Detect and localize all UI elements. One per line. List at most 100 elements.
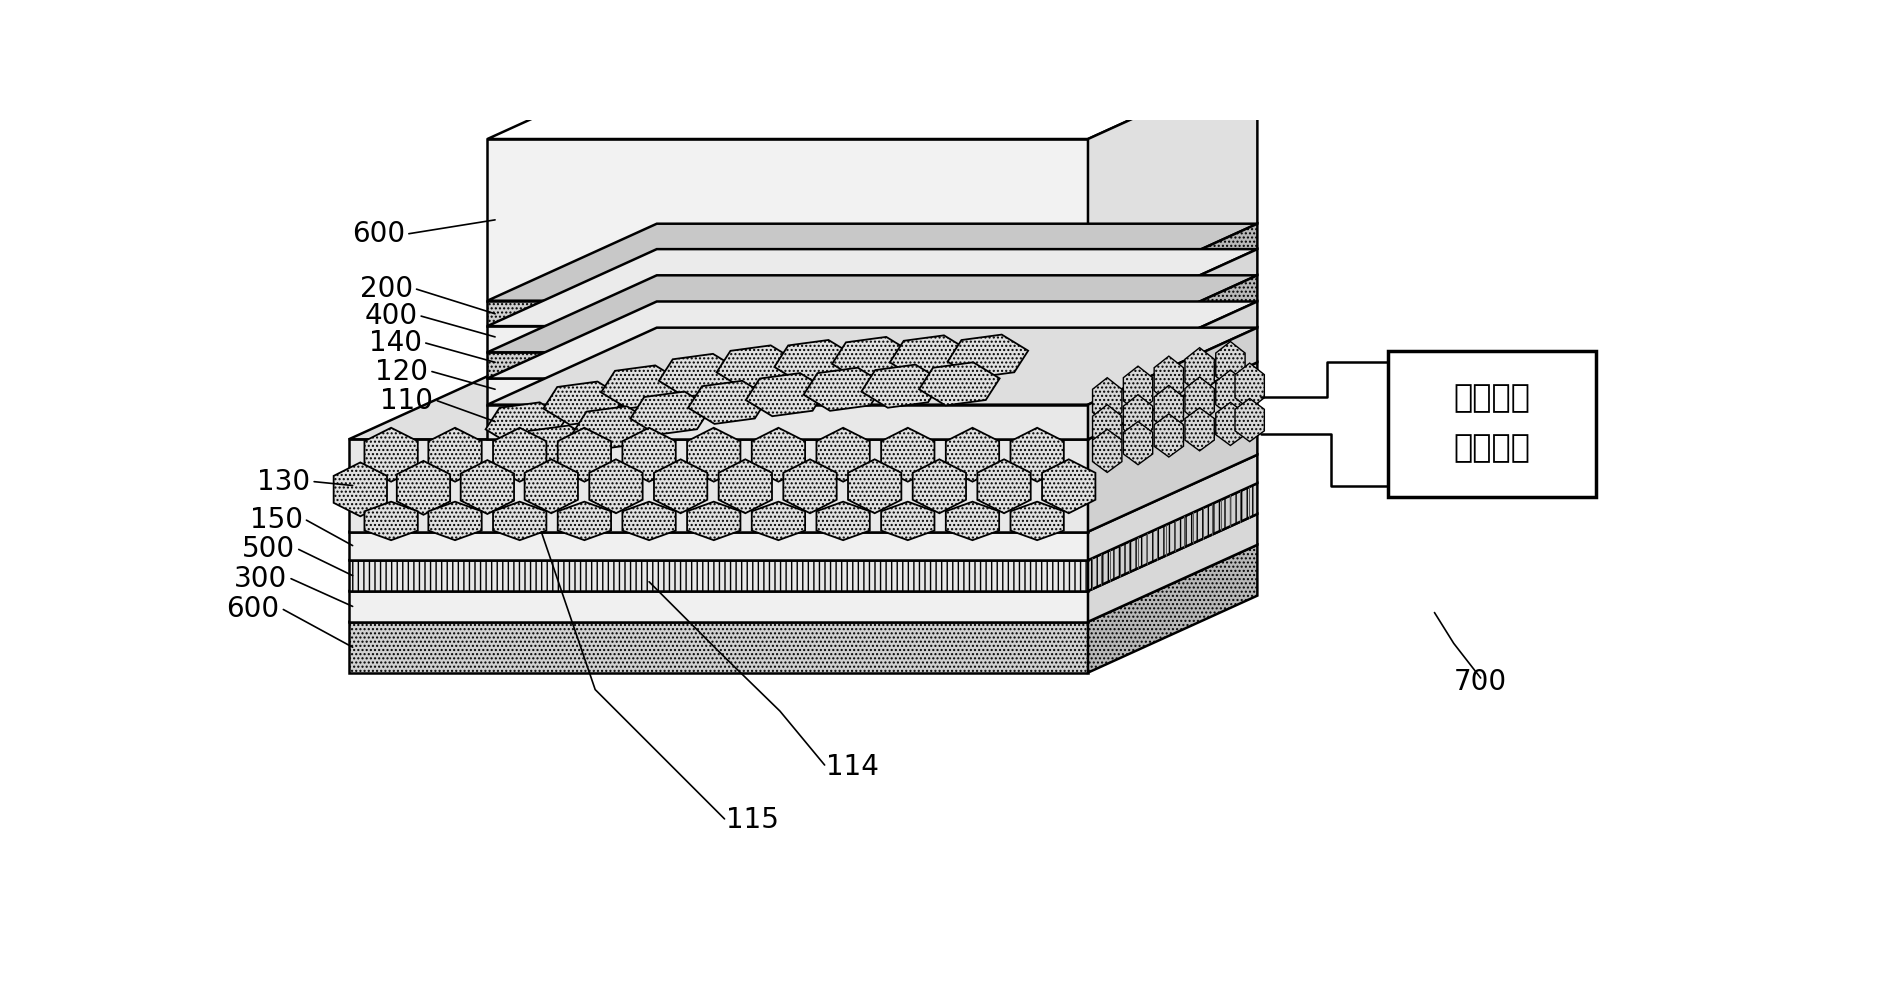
Polygon shape bbox=[803, 367, 884, 411]
Polygon shape bbox=[880, 502, 933, 540]
Polygon shape bbox=[589, 459, 642, 513]
Polygon shape bbox=[1154, 385, 1183, 431]
Polygon shape bbox=[654, 459, 706, 513]
Text: 120: 120 bbox=[374, 357, 427, 385]
Polygon shape bbox=[1088, 224, 1256, 326]
Polygon shape bbox=[752, 428, 805, 482]
Text: 140: 140 bbox=[368, 329, 421, 357]
Polygon shape bbox=[349, 622, 1088, 673]
Polygon shape bbox=[487, 301, 1256, 378]
Polygon shape bbox=[601, 365, 682, 408]
Polygon shape bbox=[349, 439, 1088, 532]
Polygon shape bbox=[946, 334, 1028, 377]
Polygon shape bbox=[365, 502, 417, 540]
Polygon shape bbox=[1184, 347, 1213, 394]
Text: 115: 115 bbox=[725, 806, 778, 834]
Text: 114: 114 bbox=[825, 752, 878, 780]
Text: 110: 110 bbox=[380, 387, 433, 415]
Polygon shape bbox=[1011, 502, 1064, 540]
Polygon shape bbox=[816, 428, 869, 482]
Polygon shape bbox=[365, 428, 417, 482]
Polygon shape bbox=[572, 406, 654, 449]
Polygon shape bbox=[1088, 545, 1256, 673]
Polygon shape bbox=[918, 362, 999, 405]
Polygon shape bbox=[1011, 428, 1064, 482]
Polygon shape bbox=[349, 545, 1256, 622]
Polygon shape bbox=[1092, 429, 1122, 472]
Polygon shape bbox=[718, 459, 771, 513]
Polygon shape bbox=[349, 560, 1088, 591]
Polygon shape bbox=[349, 455, 1256, 532]
Polygon shape bbox=[1184, 408, 1213, 451]
Text: 150: 150 bbox=[249, 506, 302, 534]
Polygon shape bbox=[487, 352, 1088, 378]
Polygon shape bbox=[334, 462, 387, 516]
Polygon shape bbox=[1092, 404, 1122, 451]
Polygon shape bbox=[1234, 398, 1264, 442]
Text: 130: 130 bbox=[257, 468, 310, 496]
Polygon shape bbox=[1154, 356, 1183, 402]
Polygon shape bbox=[487, 378, 1088, 404]
Polygon shape bbox=[861, 364, 941, 408]
Polygon shape bbox=[890, 335, 969, 378]
Polygon shape bbox=[746, 373, 825, 416]
Polygon shape bbox=[1088, 275, 1256, 378]
Polygon shape bbox=[1088, 455, 1256, 560]
Polygon shape bbox=[1088, 514, 1256, 622]
Text: 700: 700 bbox=[1453, 668, 1506, 696]
Polygon shape bbox=[659, 354, 739, 397]
Polygon shape bbox=[493, 502, 546, 540]
Polygon shape bbox=[944, 428, 999, 482]
Polygon shape bbox=[1088, 62, 1256, 300]
Polygon shape bbox=[487, 139, 1088, 300]
Polygon shape bbox=[487, 250, 1256, 326]
Polygon shape bbox=[816, 502, 869, 540]
Polygon shape bbox=[487, 62, 1256, 139]
Polygon shape bbox=[1234, 363, 1264, 409]
Polygon shape bbox=[487, 326, 1088, 352]
Text: 600: 600 bbox=[227, 596, 280, 624]
Polygon shape bbox=[688, 428, 740, 482]
Polygon shape bbox=[688, 381, 769, 424]
Polygon shape bbox=[485, 402, 567, 445]
Polygon shape bbox=[349, 532, 1088, 560]
Polygon shape bbox=[487, 404, 1088, 439]
Text: 电路驱动
控制装置: 电路驱动 控制装置 bbox=[1453, 383, 1530, 464]
Polygon shape bbox=[487, 275, 1256, 352]
Polygon shape bbox=[1215, 402, 1245, 445]
Text: 300: 300 bbox=[234, 565, 287, 593]
Polygon shape bbox=[848, 459, 901, 513]
Polygon shape bbox=[487, 327, 1256, 404]
Polygon shape bbox=[1122, 394, 1152, 441]
Polygon shape bbox=[621, 502, 676, 540]
Polygon shape bbox=[912, 459, 965, 513]
Text: 200: 200 bbox=[359, 275, 412, 303]
Polygon shape bbox=[1184, 377, 1213, 423]
Polygon shape bbox=[1215, 370, 1245, 416]
Text: 400: 400 bbox=[365, 302, 417, 330]
Polygon shape bbox=[397, 461, 450, 515]
Polygon shape bbox=[716, 345, 797, 388]
Polygon shape bbox=[1088, 250, 1256, 352]
Polygon shape bbox=[831, 337, 912, 380]
Polygon shape bbox=[349, 362, 1256, 439]
Polygon shape bbox=[1088, 483, 1256, 591]
Bar bbox=[1388, 350, 1596, 497]
Polygon shape bbox=[1154, 414, 1183, 457]
Polygon shape bbox=[752, 502, 805, 540]
Polygon shape bbox=[542, 381, 623, 425]
Polygon shape bbox=[631, 391, 710, 435]
Polygon shape bbox=[1122, 421, 1152, 465]
Polygon shape bbox=[1088, 301, 1256, 404]
Polygon shape bbox=[514, 425, 595, 469]
Polygon shape bbox=[1041, 459, 1096, 513]
Polygon shape bbox=[1092, 377, 1122, 424]
Text: 500: 500 bbox=[242, 535, 295, 564]
Polygon shape bbox=[1088, 327, 1256, 439]
Text: 600: 600 bbox=[351, 220, 404, 248]
Polygon shape bbox=[1215, 341, 1245, 387]
Polygon shape bbox=[429, 428, 482, 482]
Polygon shape bbox=[487, 224, 1256, 300]
Polygon shape bbox=[525, 459, 578, 513]
Polygon shape bbox=[349, 591, 1088, 622]
